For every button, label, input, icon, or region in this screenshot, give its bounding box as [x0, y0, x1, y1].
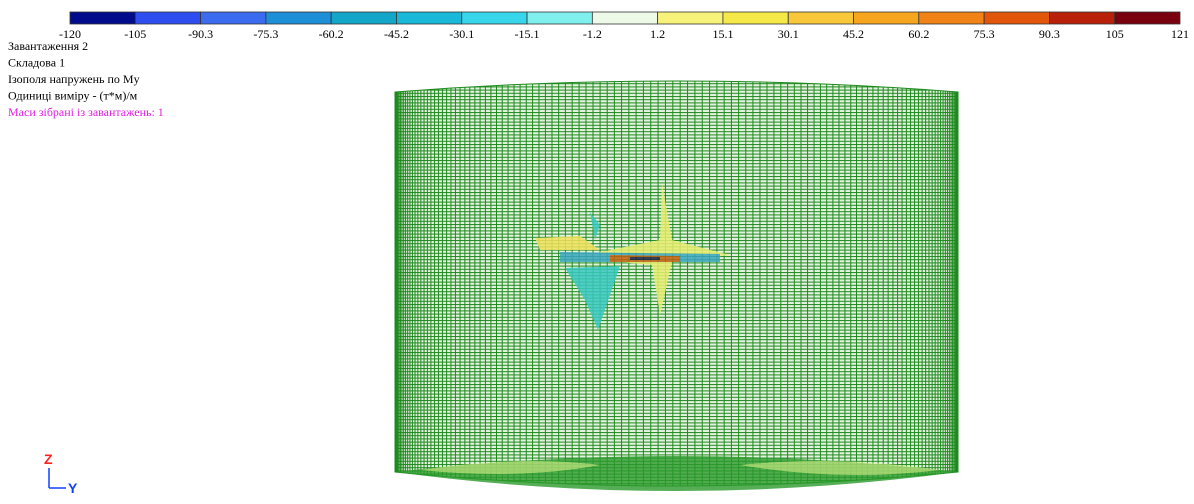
legend: -120-105-90.3-75.3-60.2-45.2-30.1-15.1-1… — [59, 12, 1189, 41]
axis-label: Y — [68, 480, 78, 496]
legend-label: 121 — [1171, 27, 1189, 41]
legend-swatch — [266, 12, 331, 24]
legend-label: 105 — [1106, 27, 1124, 41]
legend-swatch — [396, 12, 461, 24]
legend-label: 60.2 — [908, 27, 929, 41]
legend-swatch — [723, 12, 788, 24]
legend-label: 75.3 — [974, 27, 995, 41]
legend-swatch — [984, 12, 1049, 24]
legend-label: 90.3 — [1039, 27, 1060, 41]
info-line: Маси зібрані із завантажень: 1 — [8, 105, 164, 119]
legend-swatch — [70, 12, 135, 24]
legend-label: -105 — [124, 27, 146, 41]
legend-swatch — [592, 12, 657, 24]
axis-triad: Z Y — [44, 451, 78, 496]
legend-swatch — [658, 12, 723, 24]
legend-label: -60.2 — [319, 27, 344, 41]
legend-swatch — [854, 12, 919, 24]
info-line: Ізополя напружень по My — [8, 72, 140, 86]
legend-label: -30.1 — [449, 27, 474, 41]
info-panel: Завантаження 2 Складова 1 Ізополя напружен… — [8, 39, 164, 119]
legend-label: -75.3 — [253, 27, 278, 41]
legend-swatch — [527, 12, 592, 24]
legend-swatch — [331, 12, 396, 24]
legend-label: 30.1 — [778, 27, 799, 41]
viewport: -120-105-90.3-75.3-60.2-45.2-30.1-15.1-1… — [0, 0, 1194, 499]
legend-swatch — [1115, 12, 1180, 24]
model — [395, 70, 958, 499]
legend-label: -15.1 — [515, 27, 540, 41]
legend-swatch — [201, 12, 266, 24]
legend-label: 45.2 — [843, 27, 864, 41]
legend-label: 1.2 — [650, 27, 665, 41]
legend-swatch — [135, 12, 200, 24]
legend-swatch — [1049, 12, 1114, 24]
legend-label: -45.2 — [384, 27, 409, 41]
info-line: Складова 1 — [8, 56, 65, 70]
info-line: Одиниці виміру - (т*м)/м — [8, 89, 138, 103]
legend-label: 15.1 — [712, 27, 733, 41]
axis-label: Z — [44, 451, 53, 467]
legend-label: -90.3 — [188, 27, 213, 41]
legend-swatch — [462, 12, 527, 24]
legend-label: -1.2 — [583, 27, 602, 41]
info-line: Завантаження 2 — [8, 39, 88, 53]
legend-swatch — [788, 12, 853, 24]
legend-swatch — [919, 12, 984, 24]
